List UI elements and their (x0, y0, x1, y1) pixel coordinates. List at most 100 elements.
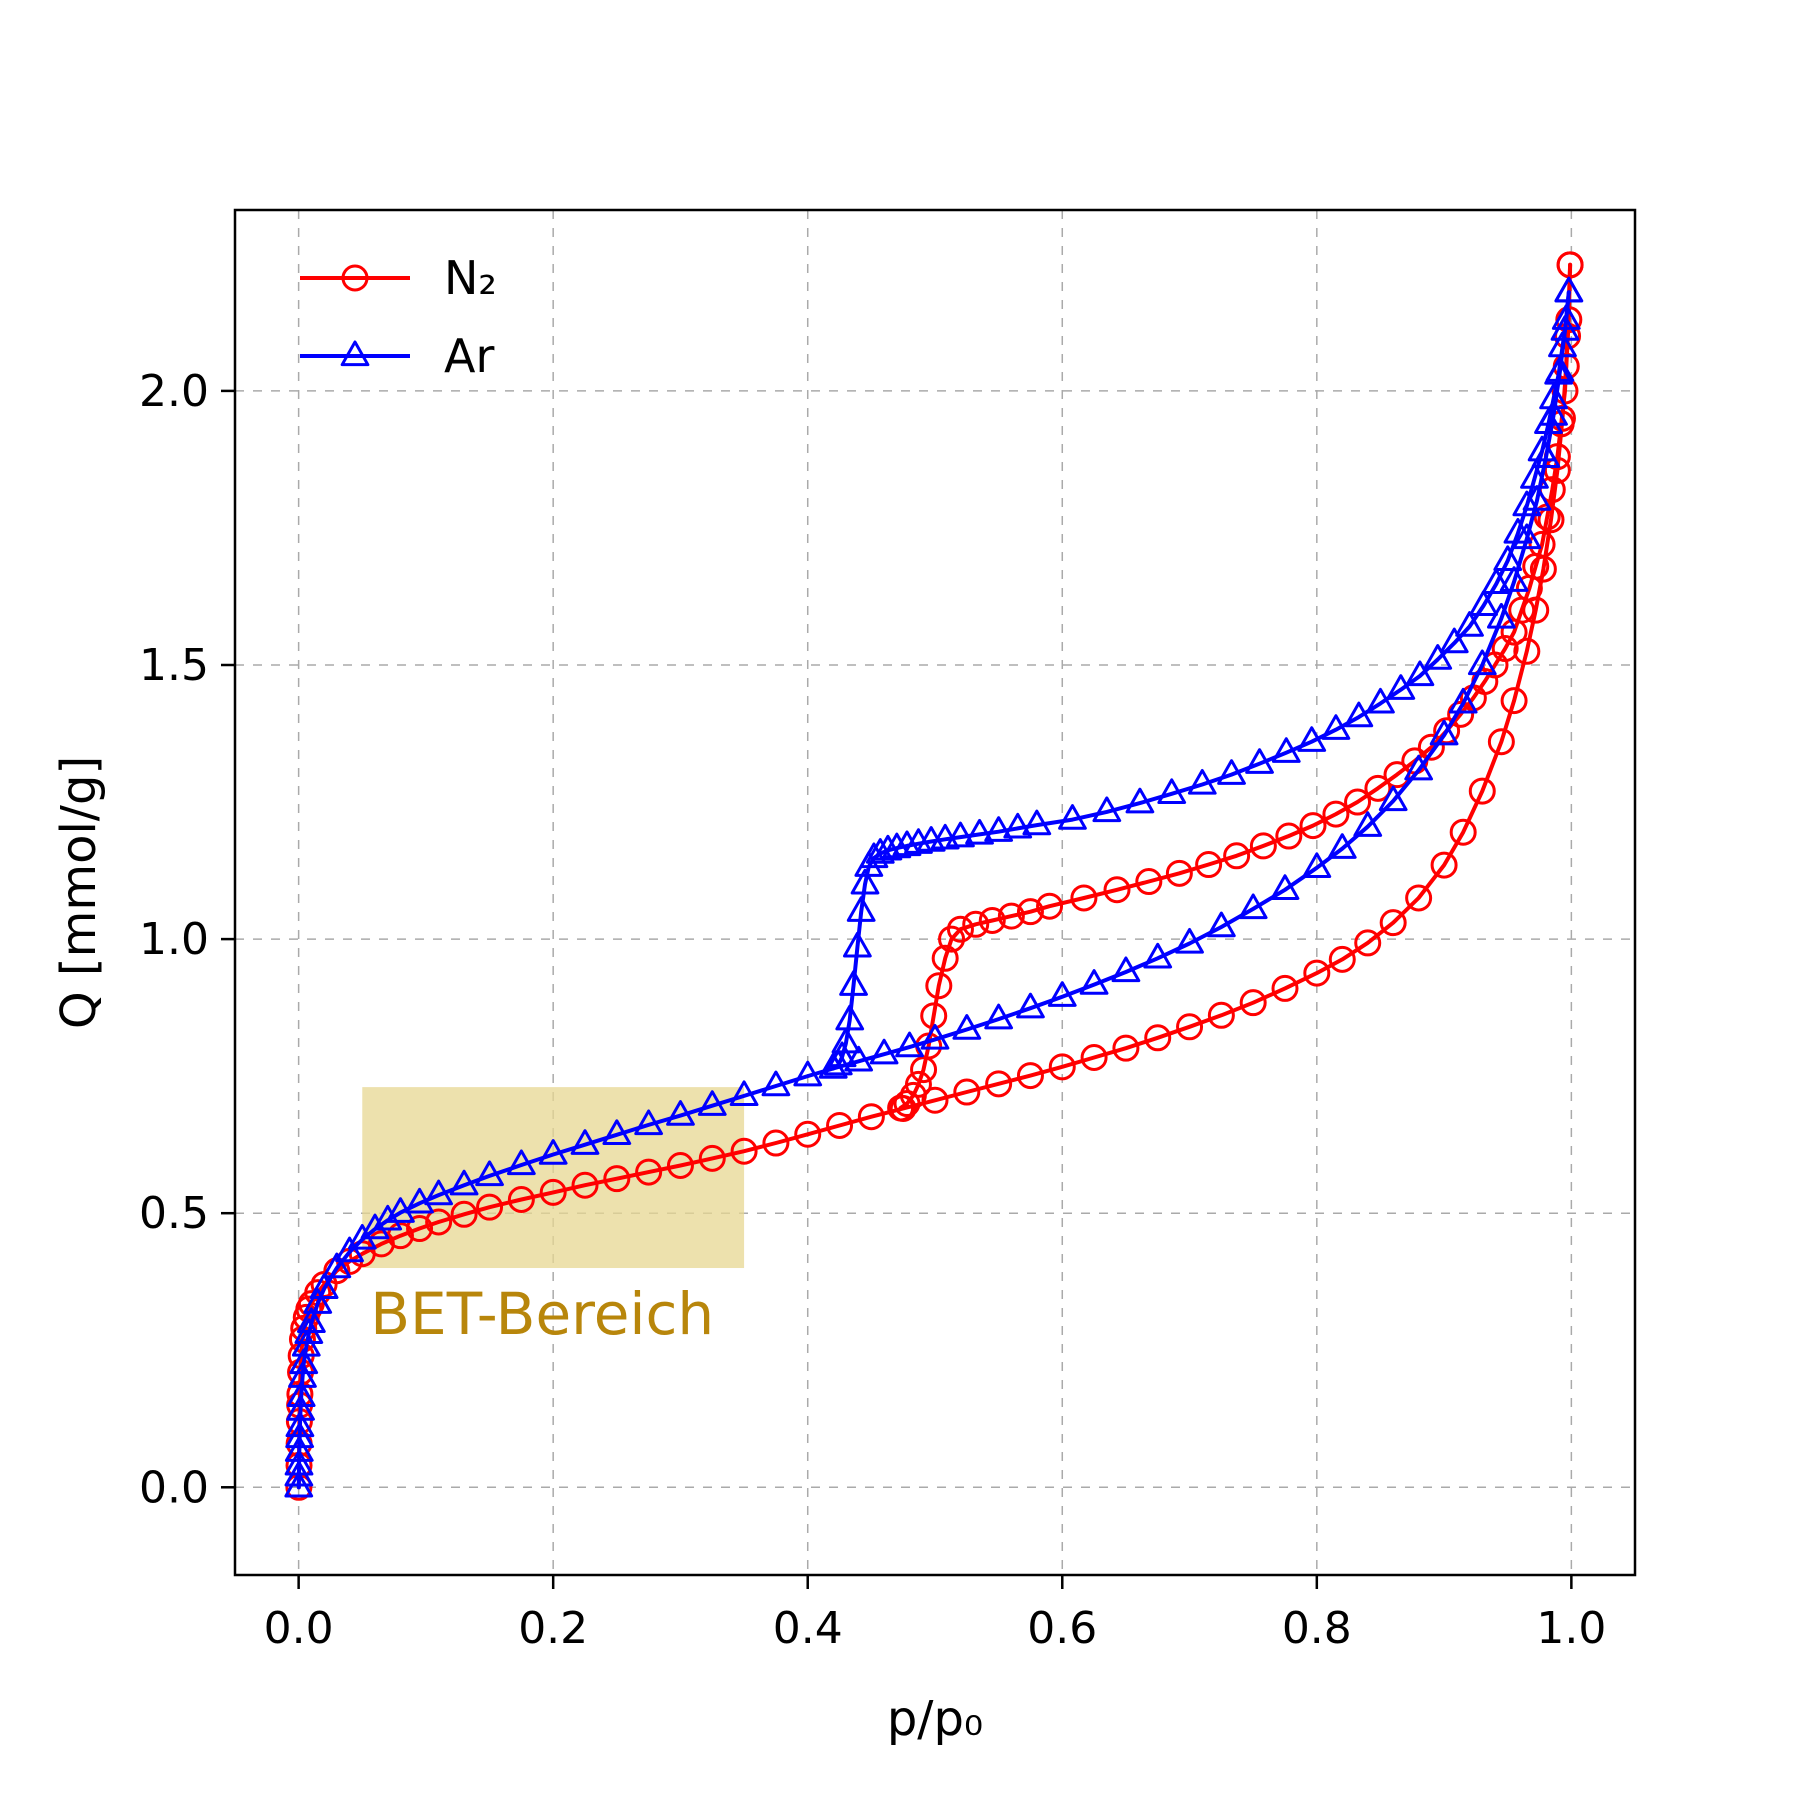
data-marker-triangle (729, 1080, 759, 1107)
data-marker-triangle (865, 838, 895, 864)
data-marker-triangle (869, 1038, 899, 1065)
data-marker-triangle (570, 1129, 600, 1155)
data-marker-triangle (873, 834, 903, 861)
legend: N₂ Ar (300, 251, 497, 383)
data-marker-triangle (1503, 517, 1533, 544)
data-marker-triangle (1157, 778, 1187, 805)
legend-label: Ar (444, 329, 494, 383)
data-marker-circle (1070, 884, 1098, 912)
data-marker-circle (953, 1078, 981, 1106)
data-marker-triangle (475, 1160, 504, 1187)
data-marker-circle (1239, 989, 1267, 1017)
data-marker-circle (1344, 788, 1372, 816)
data-marker-circle (1176, 1013, 1204, 1041)
data-marker-triangle (1327, 833, 1357, 859)
data-marker-circle (476, 1193, 504, 1221)
data-marker-triangle (666, 1100, 695, 1126)
data-marker-triangle (1512, 490, 1542, 517)
data-marker-triangle (1111, 956, 1141, 983)
data-marker-triangle (1271, 737, 1301, 763)
data-marker-triangle (793, 1060, 823, 1087)
data-marker-circle (1223, 842, 1251, 870)
data-marker-triangle (1429, 719, 1459, 746)
data-marker-triangle (284, 1449, 314, 1476)
data-marker-triangle (1092, 796, 1122, 823)
data-marker-triangle (1378, 785, 1408, 812)
data-marker-circle (1195, 851, 1223, 879)
data-marker-triangle (1405, 660, 1435, 687)
data-marker-circle (1447, 700, 1475, 728)
data-marker-circle (425, 1208, 453, 1236)
data-marker-triangle (984, 1003, 1014, 1030)
data-marker-triangle (1175, 927, 1204, 954)
data-marker-circle (857, 1103, 885, 1131)
data-marker-triangle (1481, 568, 1511, 595)
data-marker-circle (539, 1178, 567, 1206)
data-marker-triangle (697, 1090, 727, 1116)
data-marker-triangle (818, 1052, 848, 1079)
data-marker-circle (887, 1094, 915, 1122)
data-marker-triangle (920, 1023, 950, 1050)
data-marker-circle (635, 1158, 663, 1186)
data-marker-circle (698, 1144, 726, 1172)
data-marker-triangle (952, 1014, 982, 1040)
data-marker-triangle (1217, 759, 1246, 785)
data-marker-triangle (360, 1213, 390, 1240)
data-marker-circle (826, 1111, 854, 1139)
x-tick-label: 0.4 (773, 1603, 843, 1654)
data-marker-triangle (289, 1348, 319, 1375)
data-marker-triangle (296, 1307, 326, 1334)
data-marker-circle (290, 1314, 318, 1342)
data-marker-triangle (842, 931, 872, 958)
x-tick-label: 0.6 (1027, 1603, 1097, 1654)
data-marker-circle (571, 1171, 599, 1199)
series-line-desorption (898, 262, 1573, 1110)
data-marker-circle (910, 1056, 938, 1084)
data-marker-circle (985, 1070, 1013, 1098)
data-marker-triangle (634, 1109, 664, 1136)
data-marker-triangle (284, 1436, 314, 1462)
data-marker-triangle (1534, 408, 1563, 434)
data-marker-triangle (839, 970, 868, 996)
data-marker-circle (730, 1137, 758, 1165)
data-marker-triangle (1551, 304, 1581, 330)
axes-box (233, 208, 1637, 1577)
data-marker-circle (931, 944, 959, 972)
data-marker-circle (1405, 884, 1433, 912)
data-marker-circle (925, 972, 953, 1000)
data-marker-circle (1379, 909, 1407, 937)
x-tick-label: 0.2 (518, 1603, 588, 1654)
data-marker-circle (1249, 832, 1277, 860)
data-marker-triangle (602, 1119, 632, 1145)
data-marker-triangle (286, 1395, 315, 1421)
data-marker-circle (1144, 1024, 1172, 1052)
data-marker-circle (1328, 945, 1356, 973)
data-marker-circle (762, 1129, 790, 1157)
data-marker-circle (1299, 812, 1327, 840)
data-marker-triangle (850, 868, 880, 895)
data-marker-triangle (1404, 754, 1434, 781)
data-marker-circle (1449, 818, 1477, 846)
data-marker-triangle (1321, 714, 1351, 740)
data-marker-triangle (1527, 435, 1557, 462)
data-marker-triangle (895, 1031, 924, 1058)
data-marker-triangle (1058, 804, 1087, 830)
data-marker-circle (450, 1200, 478, 1228)
data-marker-triangle (285, 1411, 315, 1438)
data-marker-triangle (1499, 566, 1529, 592)
data-marker-circle (1036, 892, 1064, 920)
tick-marks (221, 389, 1573, 1589)
data-marker-circle (962, 910, 990, 938)
data-marker-triangle (823, 1049, 853, 1076)
data-marker-circle (1556, 251, 1584, 279)
data-marker-triangle (340, 340, 370, 367)
data-marker-triangle (1245, 748, 1274, 774)
data-marker-triangle (1386, 674, 1416, 700)
data-marker-circle (603, 1165, 631, 1193)
y-tick-label: 0.0 (139, 1462, 209, 1513)
y-axis-label: Q [mmol/g] (51, 756, 107, 1029)
data-marker-triangle (538, 1139, 568, 1165)
data-marker-circle (794, 1120, 822, 1148)
